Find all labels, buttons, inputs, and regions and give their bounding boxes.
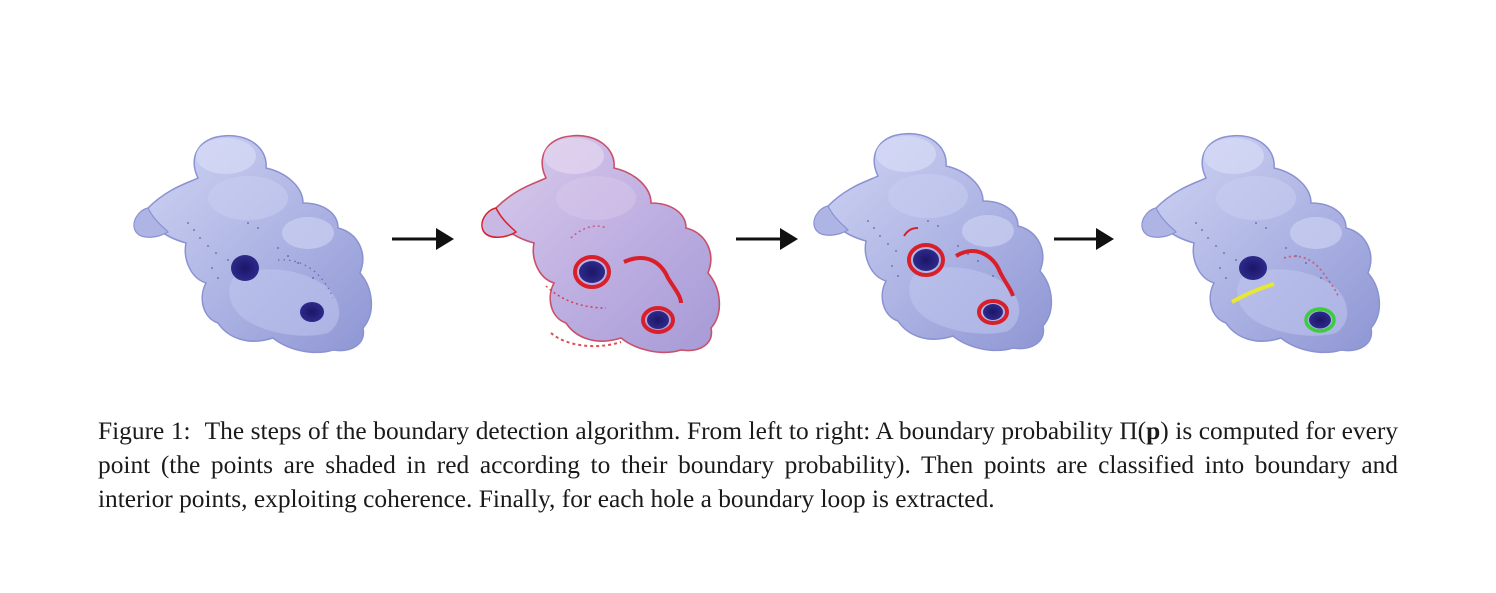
panel-classified-boundary-points <box>813 132 1053 352</box>
panel-input-point-cloud <box>133 134 373 354</box>
panel-extracted-boundary-loops <box>1141 134 1381 354</box>
figure-svg <box>133 132 1381 354</box>
math-pi-p: Π(p) <box>1119 417 1168 445</box>
panel-boundary-probability <box>481 134 721 354</box>
caption-text-part1: The steps of the boundary detection algo… <box>204 417 1120 445</box>
figure-label: Figure 1: <box>98 417 191 445</box>
boundary-loop-yellow <box>1231 282 1275 304</box>
boundary-loop-green <box>1304 307 1336 333</box>
math-symbol: Π( <box>1119 417 1147 445</box>
boundary-ring-upper <box>573 255 611 289</box>
math-bold-p: p <box>1146 417 1161 445</box>
arrow-icon <box>392 228 454 250</box>
hole-lower <box>300 302 324 322</box>
arrow-icon <box>736 228 798 250</box>
hole-upper <box>1239 256 1267 280</box>
arrow-icon <box>1054 228 1114 250</box>
boundary-ring-upper <box>907 243 945 277</box>
boundary-ring-lower <box>977 299 1009 325</box>
figure-caption: Figure 1: The steps of the boundary detec… <box>98 414 1398 516</box>
caption-text-part2: is computed for every point (the points … <box>98 417 1398 513</box>
math-close: ) <box>1160 417 1169 445</box>
boundary-ring-lower <box>641 306 675 334</box>
hole-upper <box>231 255 259 281</box>
figure-image-strip <box>133 132 1381 354</box>
